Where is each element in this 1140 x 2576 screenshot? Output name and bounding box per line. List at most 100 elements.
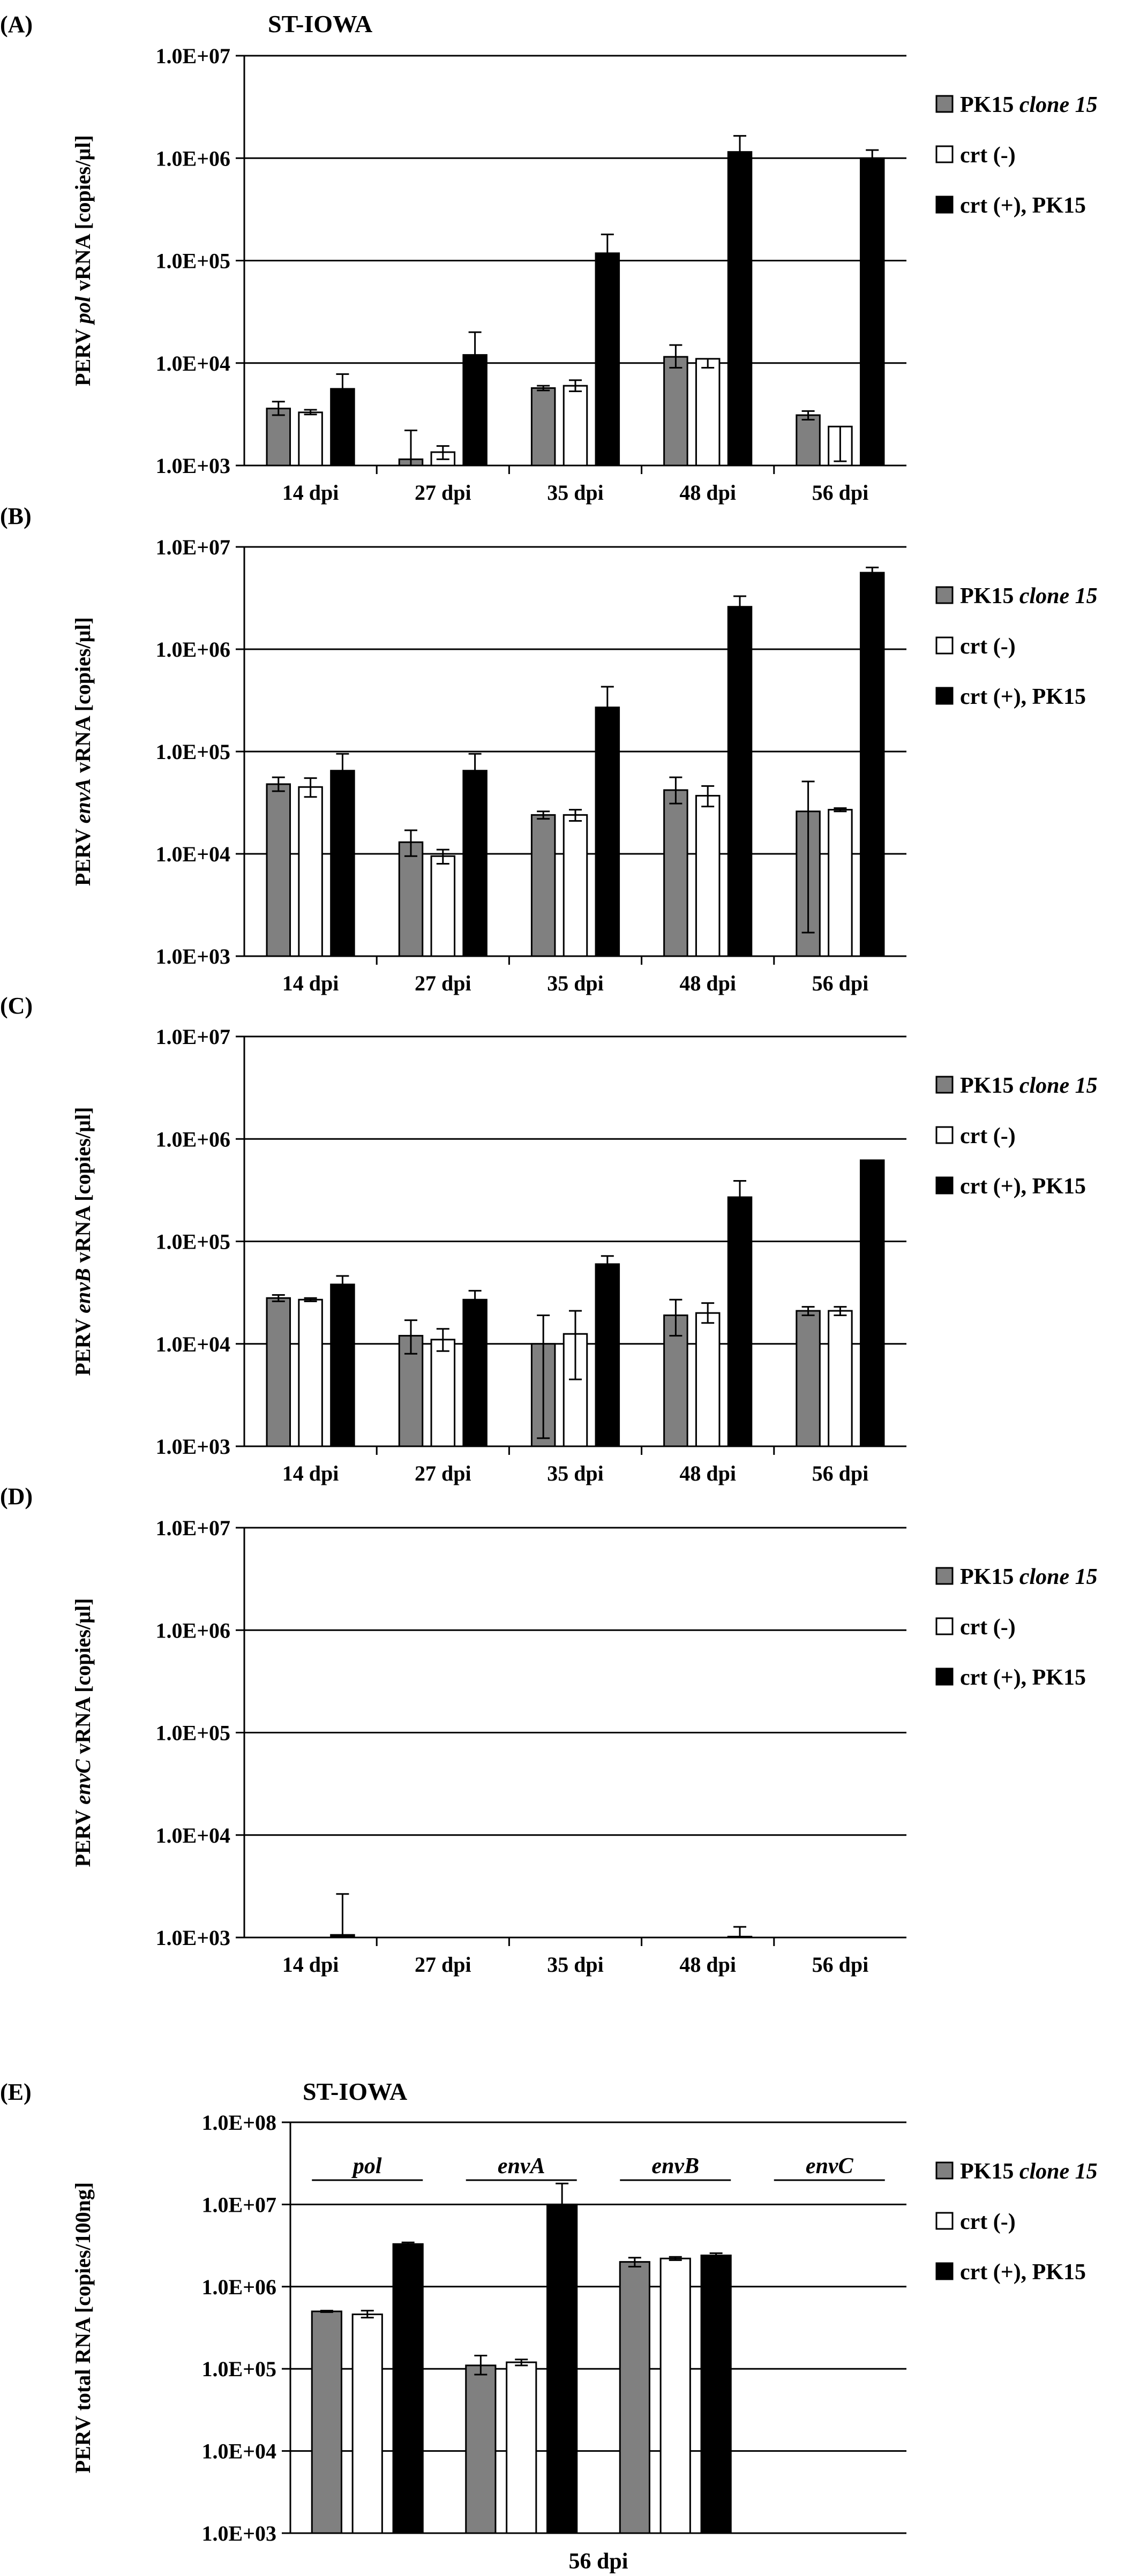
legend-swatch <box>935 95 954 113</box>
y-axis-label-part: vRNA [copies/µl] <box>71 1107 95 1268</box>
legend-swatch <box>935 1076 954 1094</box>
bar <box>465 2364 497 2534</box>
legend-label-part: crt (-) <box>960 1615 1016 1640</box>
bar <box>298 411 323 467</box>
bar <box>695 794 721 957</box>
bar <box>506 2361 537 2534</box>
bar <box>595 252 620 467</box>
x-tick-label: 48 dpi <box>679 1952 736 1977</box>
y-tick-label: 1.0E+05 <box>156 1721 230 1745</box>
y-tick-label: 1.0E+06 <box>156 637 230 662</box>
legend-swatch <box>935 1176 954 1195</box>
y-axis-label: PERV envB vRNA [copies/µl] <box>71 1107 95 1376</box>
bar <box>430 855 456 957</box>
legend-swatch <box>935 1567 954 1585</box>
y-axis-label-part: vRNA [copies/µl] <box>71 1598 95 1759</box>
legend-label: crt (+), PK15 <box>960 1665 1086 1690</box>
legend-label: crt (-) <box>960 634 1016 659</box>
y-tick-label: 1.0E+03 <box>156 1926 230 1950</box>
legend-swatch <box>935 145 954 163</box>
legend-swatch <box>935 2212 954 2230</box>
y-tick-label: 1.0E+04 <box>156 1332 230 1356</box>
legend-label: crt (+), PK15 <box>960 1174 1086 1199</box>
legend-swatch <box>935 636 954 655</box>
y-tick-label: 1.0E+07 <box>156 1516 230 1540</box>
y-axis-label-part: vRNA [copies/µl] <box>71 617 95 778</box>
legend-swatch <box>935 196 954 214</box>
chart-title: ST-IOWA <box>303 2078 407 2105</box>
y-tick-label: 1.0E+04 <box>202 2439 276 2464</box>
bar <box>727 606 753 957</box>
y-axis-label-part: PERV total RNA [copies/100ng] <box>71 2182 95 2473</box>
gene-label: envB <box>651 2154 699 2179</box>
bar <box>727 151 753 467</box>
bar <box>266 408 291 467</box>
bar <box>562 385 588 467</box>
bar <box>796 414 821 467</box>
bar <box>663 1314 688 1447</box>
x-tick-label: 56 dpi <box>812 480 869 505</box>
y-axis-label-part: PERV <box>71 1313 95 1376</box>
bar <box>530 387 556 467</box>
bar <box>659 2257 691 2534</box>
y-tick-label: 1.0E+07 <box>156 535 230 559</box>
bar <box>530 814 556 957</box>
panel-label: (B) <box>0 503 32 529</box>
legend-label-part: crt (+), PK15 <box>960 685 1086 709</box>
bar <box>727 1935 753 1939</box>
y-tick-label: 1.0E+03 <box>156 1435 230 1459</box>
chart-panel-1: (B) 1.0E+03 1.0E+04 1.0E+05 1.0E+06 1.0E+07 PE… <box>0 503 1098 995</box>
y-axis-label-part: envA <box>71 778 95 823</box>
gene-label: pol <box>351 2154 382 2179</box>
bar <box>398 841 424 957</box>
y-axis-label-part: pol <box>71 296 95 325</box>
legend-swatch <box>935 1668 954 1686</box>
legend-label: PK15 clone 15 <box>960 1073 1098 1098</box>
y-tick-label: 1.0E+08 <box>202 2111 276 2135</box>
gene-label: envC <box>806 2154 854 2179</box>
bar <box>266 783 291 957</box>
legend-swatch <box>935 687 954 705</box>
y-tick-label: 1.0E+05 <box>156 1230 230 1254</box>
y-axis-label-part: envC <box>71 1759 95 1805</box>
x-tick-label: 14 dpi <box>282 971 339 995</box>
y-tick-label: 1.0E+05 <box>156 740 230 764</box>
y-tick-label: 1.0E+06 <box>156 1127 230 1151</box>
bar <box>700 2254 732 2534</box>
x-tick-label: 27 dpi <box>415 1461 471 1485</box>
legend-swatch <box>935 1617 954 1635</box>
x-tick-label: 14 dpi <box>282 1461 339 1485</box>
chart-panel-4: (E) ST-IOWA 1.0E+03 1.0E+04 1.0E+05 1.0E+06 1.… <box>0 2078 1098 2574</box>
legend-label-part: PK15 <box>960 584 1019 609</box>
bar <box>663 356 688 467</box>
bar <box>298 786 323 957</box>
bar <box>562 814 588 957</box>
legend-label-part: crt (-) <box>960 634 1016 659</box>
x-tick-label: 48 dpi <box>679 480 736 505</box>
y-tick-label: 1.0E+04 <box>156 351 230 375</box>
bar <box>859 1159 885 1447</box>
legend-label-part: clone 15 <box>1019 93 1098 117</box>
bar <box>351 2314 383 2534</box>
chart-panel-0: (A) ST-IOWA 1.0E+03 1.0E+04 1.0E+05 1.0E+06 1.… <box>0 10 1098 505</box>
bar <box>298 1298 323 1447</box>
chart-title: ST-IOWA <box>268 10 372 37</box>
x-tick-label: 48 dpi <box>679 971 736 995</box>
y-axis-label: PERV envC vRNA [copies/µl] <box>71 1598 95 1867</box>
x-tick-label: 56 dpi <box>812 971 869 995</box>
legend-label-part: clone 15 <box>1019 1565 1098 1589</box>
y-axis-label-part: vRNA [copies/µl] <box>71 135 95 296</box>
bar <box>796 1310 821 1447</box>
bar <box>695 358 721 467</box>
bar <box>330 770 355 957</box>
bar <box>727 1196 753 1447</box>
legend-label: PK15 clone 15 <box>960 2159 1098 2184</box>
bar <box>828 1310 853 1447</box>
gene-label: envA <box>498 2154 545 2179</box>
y-tick-label: 1.0E+05 <box>202 2357 276 2381</box>
bar <box>859 572 885 957</box>
legend-label-part: clone 15 <box>1019 2159 1098 2184</box>
bar <box>266 1297 291 1447</box>
panel-label: (C) <box>0 993 33 1019</box>
legend-label-part: crt (+), PK15 <box>960 1174 1086 1199</box>
